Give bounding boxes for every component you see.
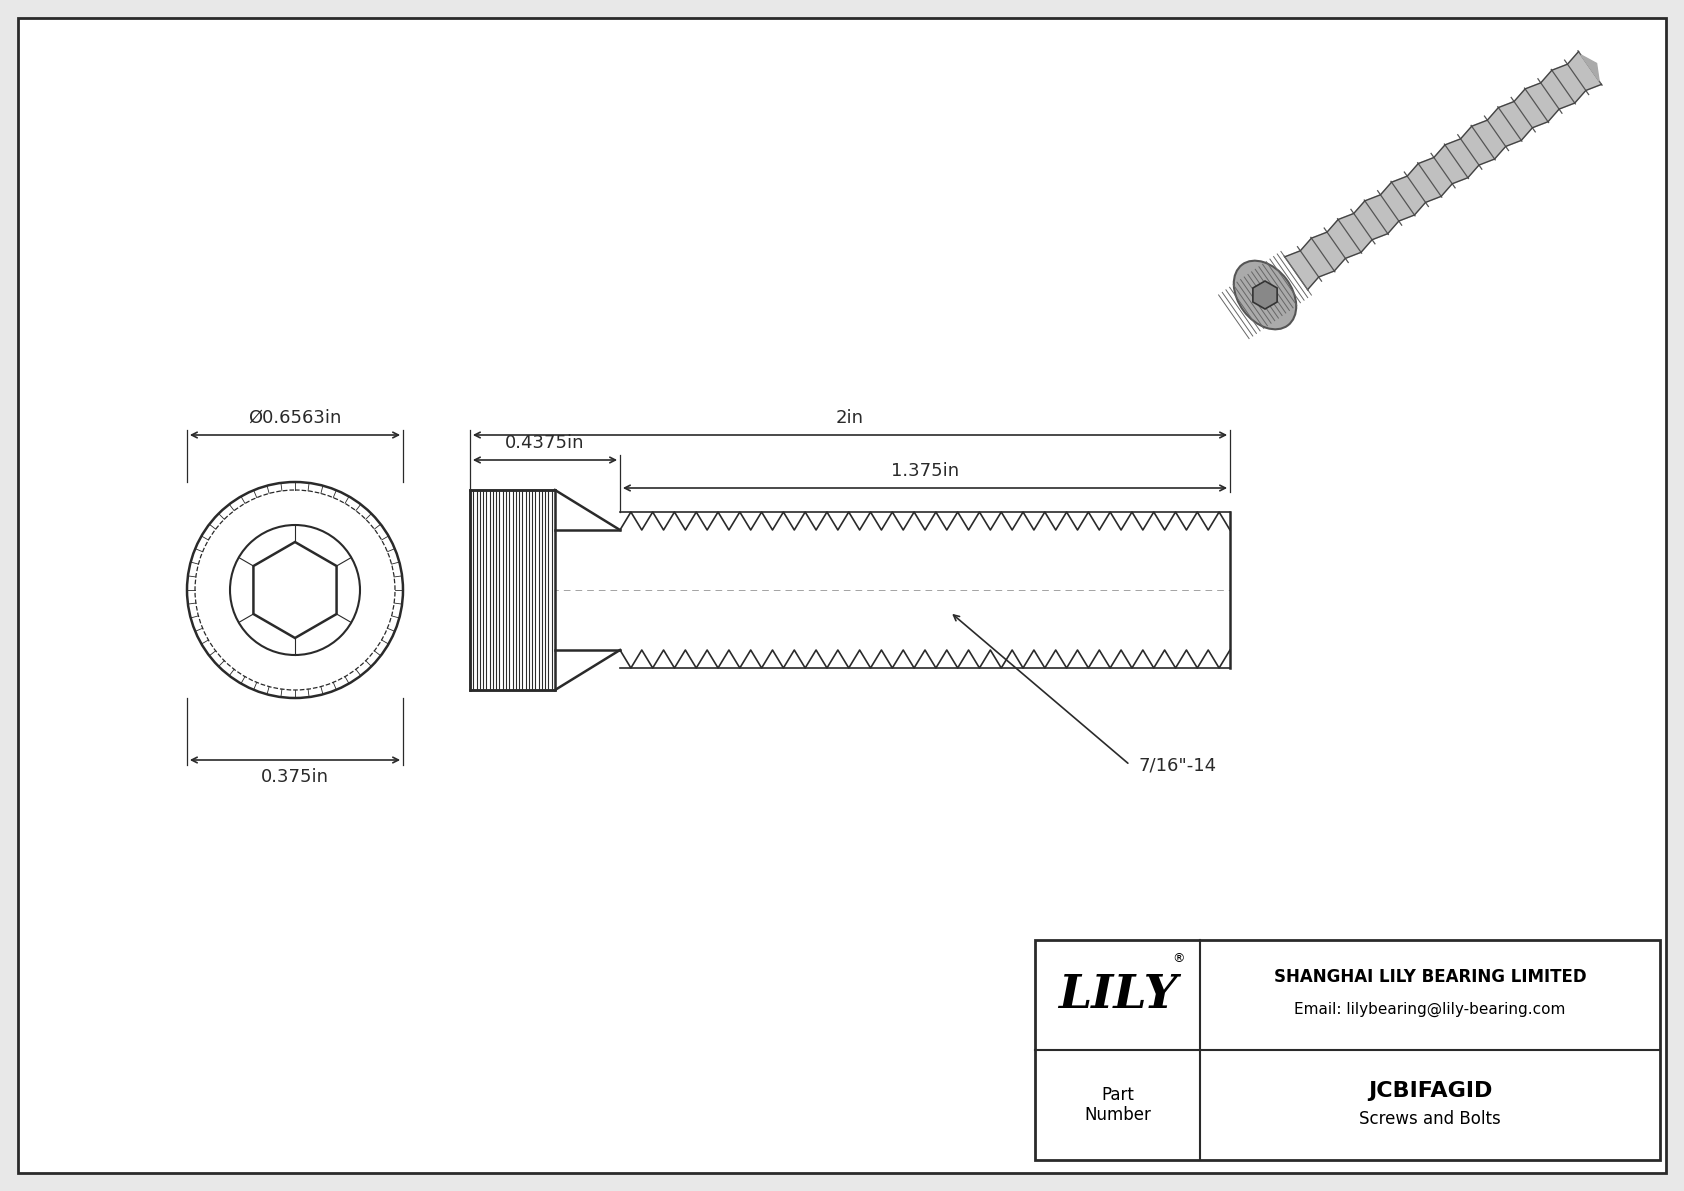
Text: JCBIFAGID: JCBIFAGID [1367,1081,1492,1100]
Text: 2in: 2in [835,409,864,428]
Text: 1.375in: 1.375in [891,462,960,480]
Bar [1036,940,1660,1160]
Text: ®: ® [1172,952,1184,965]
Polygon shape [1253,281,1276,308]
Text: Ø0.6563in: Ø0.6563in [248,409,342,428]
Text: 0.375in: 0.375in [261,768,328,786]
Text: 0.4375in: 0.4375in [505,434,584,453]
Text: Part
Number: Part Number [1084,1086,1150,1124]
Polygon shape [253,542,337,638]
Text: SHANGHAI LILY BEARING LIMITED: SHANGHAI LILY BEARING LIMITED [1273,968,1586,986]
Circle shape [231,525,360,655]
Bar [470,490,556,690]
Text: Email: lilybearing@lily-bearing.com: Email: lilybearing@lily-bearing.com [1295,1002,1566,1017]
Polygon shape [1581,55,1600,81]
Text: 7/16"-14: 7/16"-14 [1138,756,1216,774]
Text: LILY: LILY [1058,972,1177,1018]
Ellipse shape [1234,261,1297,329]
Text: Screws and Bolts: Screws and Bolts [1359,1110,1500,1128]
Circle shape [187,482,402,698]
Polygon shape [1285,51,1601,289]
